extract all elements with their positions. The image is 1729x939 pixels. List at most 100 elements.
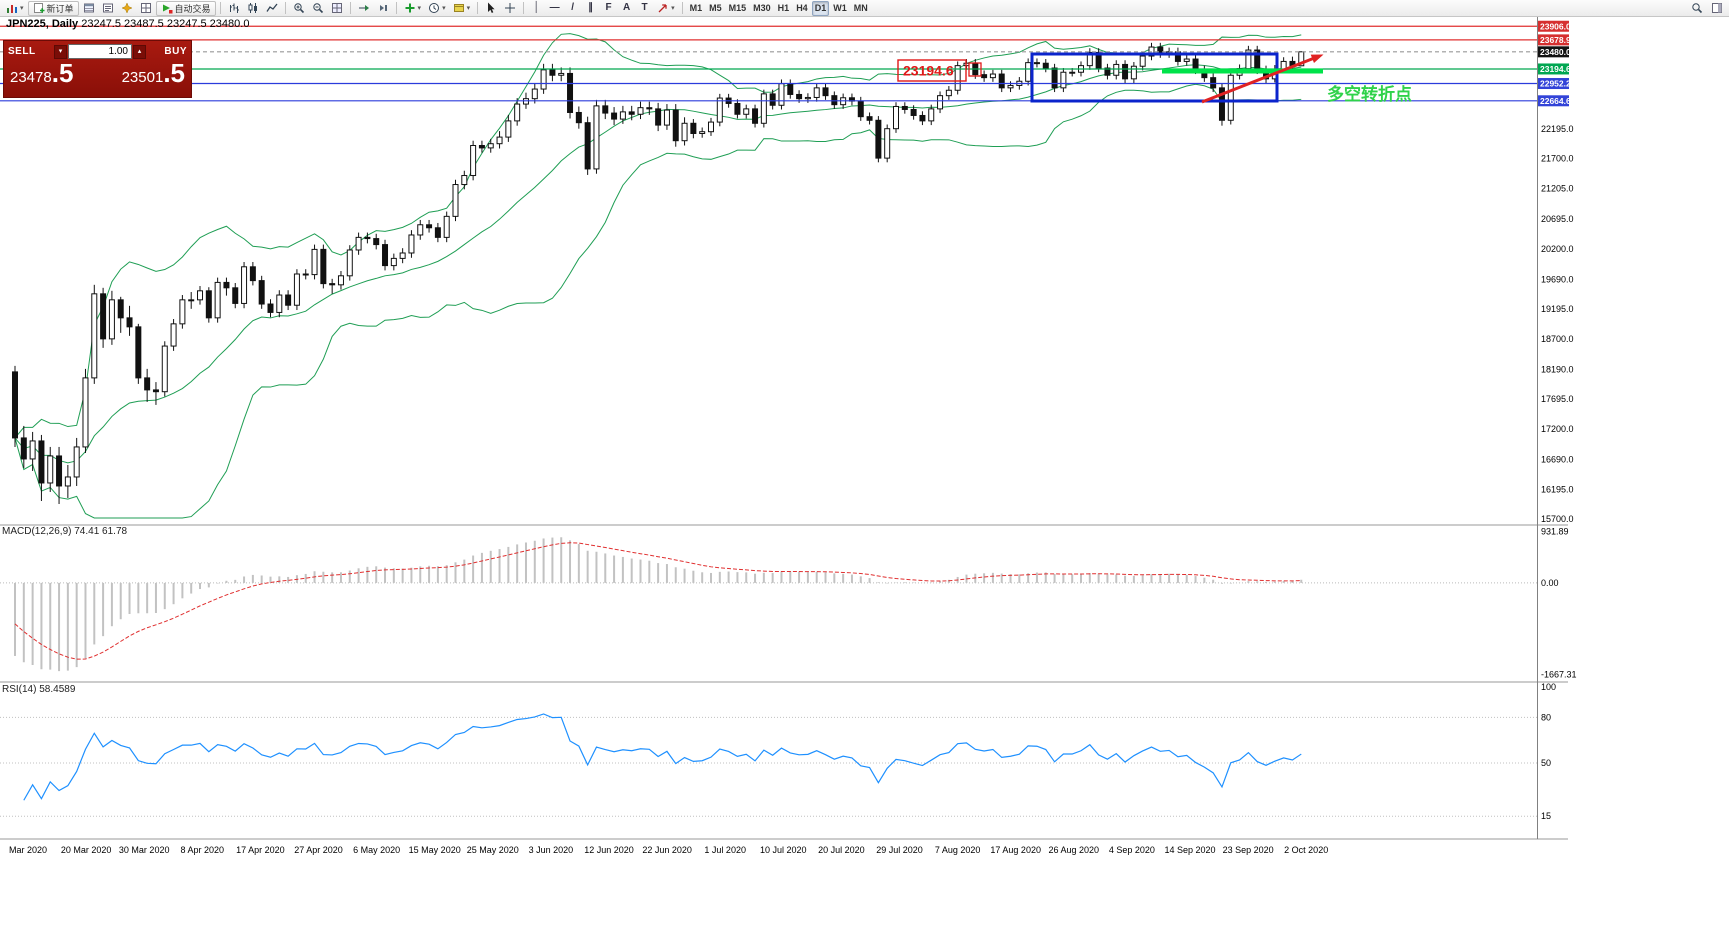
crosshair-button[interactable] xyxy=(501,1,519,16)
data-window-button[interactable] xyxy=(99,1,117,16)
templates-button[interactable]: ▾ xyxy=(450,1,474,16)
turning-point-label[interactable]: 多空转折点 xyxy=(1327,84,1412,104)
svg-text:19690.0: 19690.0 xyxy=(1541,274,1574,284)
svg-text:22195.0: 22195.0 xyxy=(1541,124,1574,134)
text-tool-icon: A xyxy=(622,2,631,13)
chevron-down-icon: ▾ xyxy=(20,4,24,12)
volume-down-button[interactable]: ▾ xyxy=(53,44,67,59)
tile-windows-icon xyxy=(331,3,342,13)
rsi-panel[interactable]: 100 80 50 15 xyxy=(0,682,1556,821)
chart-candles-button[interactable] xyxy=(244,1,262,16)
svg-text:50: 50 xyxy=(1541,758,1551,768)
svg-text:17 Aug 2020: 17 Aug 2020 xyxy=(990,845,1041,855)
price-axis[interactable]: 22195.0 21700.0 21205.0 20695.0 20200.0 19690… xyxy=(1541,124,1574,524)
toolbar-separator xyxy=(523,2,525,14)
periods-button[interactable]: ▾ xyxy=(425,1,449,16)
price-tag xyxy=(1538,46,1569,58)
svg-text:6 May 2020: 6 May 2020 xyxy=(353,845,400,855)
volume-input[interactable] xyxy=(67,44,132,59)
svg-text:1 Jul 2020: 1 Jul 2020 xyxy=(704,845,746,855)
volume-up-button[interactable]: ▴ xyxy=(132,44,146,59)
svg-text:15: 15 xyxy=(1541,811,1551,821)
price-tag xyxy=(1538,63,1569,75)
channel-tool-button[interactable]: ∥ xyxy=(582,1,599,16)
candles-layer xyxy=(12,42,1305,504)
toolbar-separator xyxy=(349,2,351,14)
consolidation-rectangle[interactable] xyxy=(1030,52,1279,103)
toolbar-separator xyxy=(284,2,286,14)
sell-price-big: .5 xyxy=(51,58,74,88)
svg-text:21700.0: 21700.0 xyxy=(1541,154,1574,164)
trend-arrow-line[interactable] xyxy=(1201,55,1318,104)
new-chart-button[interactable]: ▾ xyxy=(3,1,27,16)
trend-arrow-head[interactable] xyxy=(1310,54,1324,64)
new-order-icon xyxy=(33,3,45,13)
timeframe-m5-button[interactable]: M5 xyxy=(706,1,725,16)
search-button[interactable] xyxy=(1688,1,1706,16)
svg-text:23194.6: 23194.6 xyxy=(1540,64,1571,74)
timeframe-m30-button[interactable]: M30 xyxy=(750,1,774,16)
timeframe-m15-button[interactable]: M15 xyxy=(726,1,750,16)
svg-text:30 Mar 2020: 30 Mar 2020 xyxy=(119,845,170,855)
search-icon xyxy=(1692,3,1703,14)
buy-button[interactable]: 23501 .5 xyxy=(121,60,185,86)
crosshair-icon xyxy=(505,3,516,13)
one-click-trading-panel: SELL ▾ ▴ BUY 23478 .5 23501 .5 xyxy=(3,40,192,98)
tile-windows-button[interactable] xyxy=(328,1,346,16)
panels-button[interactable] xyxy=(1708,1,1726,16)
callout-small-box[interactable] xyxy=(968,62,982,77)
autotrade-button[interactable]: 自动交易 xyxy=(155,0,216,16)
vertical-line-tool-button[interactable]: │ xyxy=(528,1,545,16)
price-callout-box[interactable] xyxy=(897,59,967,82)
buy-price-main: 23501 xyxy=(121,69,164,86)
sell-button[interactable]: 23478 .5 xyxy=(10,58,74,88)
label-tool-button[interactable]: T xyxy=(636,1,653,16)
zoom-in-button[interactable] xyxy=(290,1,308,16)
timeframe-m1-button[interactable]: M1 xyxy=(687,1,706,16)
chart-shift-icon xyxy=(379,5,387,11)
svg-text:10 Jul 2020: 10 Jul 2020 xyxy=(760,845,807,855)
timeframe-label: M15 xyxy=(728,3,747,13)
svg-text:29 Jul 2020: 29 Jul 2020 xyxy=(876,845,923,855)
chart-shift-button[interactable] xyxy=(374,1,392,16)
timeframe-d1-button[interactable]: D1 xyxy=(811,0,830,16)
new-order-button[interactable]: 新订单 xyxy=(27,0,79,16)
chart-title: JPN225, Daily 23247.5 23487.5 23247.5 23… xyxy=(6,18,249,30)
chart-line-button[interactable] xyxy=(263,1,281,16)
macd-panel[interactable]: 931.89 0.00 -1667.31 xyxy=(0,527,1577,680)
svg-text:17200.0: 17200.0 xyxy=(1541,424,1574,434)
price-chart-canvas[interactable]: 22195.0 21700.0 21205.0 20695.0 20200.0 19690… xyxy=(0,17,1600,939)
timeframe-h4-button[interactable]: H4 xyxy=(793,1,811,16)
chart-bars-button[interactable] xyxy=(225,1,243,16)
svg-text:17 Apr 2020: 17 Apr 2020 xyxy=(236,845,285,855)
horizontal-line-tool-button[interactable]: — xyxy=(546,1,563,16)
timeframe-w1-button[interactable]: W1 xyxy=(830,1,850,16)
sell-price-main: 23478 xyxy=(10,69,52,86)
text-tool-button[interactable]: A xyxy=(618,1,635,16)
zoom-out-button[interactable] xyxy=(309,1,327,16)
svg-text:22 Jun 2020: 22 Jun 2020 xyxy=(642,845,692,855)
arrows-tool-button[interactable]: ▾ xyxy=(654,1,678,16)
timeframe-h1-button[interactable]: H1 xyxy=(775,1,793,16)
timeframe-mn-button[interactable]: MN xyxy=(851,1,871,16)
navigator-button[interactable] xyxy=(118,1,136,16)
toolbar-separator xyxy=(477,2,479,14)
svg-text:26 Aug 2020: 26 Aug 2020 xyxy=(1049,845,1100,855)
indicators-button[interactable]: ▾ xyxy=(401,1,425,16)
price-callout-text: 23194.6 xyxy=(903,63,954,79)
trendline-tool-button[interactable]: / xyxy=(564,1,581,16)
trade-panel-top-row: SELL ▾ ▴ BUY xyxy=(4,41,191,60)
market-watch-button[interactable] xyxy=(80,1,98,16)
toolbar-separator xyxy=(219,2,221,14)
data-window-icon xyxy=(102,3,113,13)
zoom-out-icon xyxy=(312,3,323,14)
terminal-button[interactable] xyxy=(137,1,155,16)
line-chart-icon xyxy=(266,3,278,12)
cursor-button[interactable] xyxy=(482,1,500,16)
svg-text:4 Sep 2020: 4 Sep 2020 xyxy=(1109,845,1155,855)
svg-text:23480.0: 23480.0 xyxy=(1540,47,1571,57)
time-axis[interactable]: Mar 2020 20 Mar 2020 30 Mar 2020 8 Apr 2020… xyxy=(9,845,1328,855)
fibonacci-tool-button[interactable]: F xyxy=(600,1,617,16)
auto-scroll-button[interactable] xyxy=(355,1,373,16)
navigator-icon xyxy=(120,2,133,14)
